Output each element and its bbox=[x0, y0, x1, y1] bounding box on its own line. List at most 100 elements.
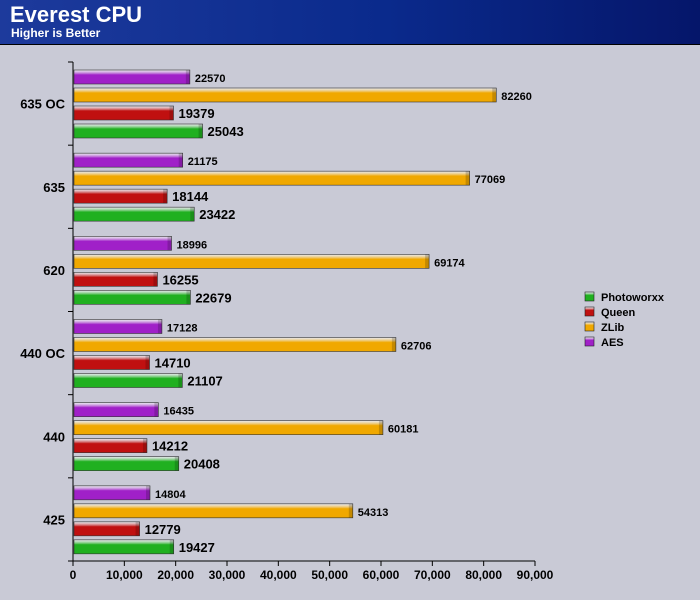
bar-cap-zlib-620 bbox=[425, 254, 430, 269]
bar-cap-photoworxx-635 bbox=[190, 207, 195, 222]
legend-label-photoworxx: Photoworxx bbox=[601, 292, 665, 304]
bar-queen-440-oc bbox=[73, 355, 150, 370]
data-label-photoworxx-425: 19427 bbox=[179, 540, 215, 555]
x-tick-label: 60,000 bbox=[363, 568, 400, 582]
category-label-440: 440 bbox=[43, 429, 65, 444]
bar-cap-photoworxx-635-oc bbox=[198, 124, 203, 138]
x-tick-label: 10,000 bbox=[106, 568, 143, 582]
data-label-photoworxx-635: 23422 bbox=[199, 207, 235, 222]
bar-cap-aes-620 bbox=[167, 236, 172, 251]
data-label-photoworxx-440: 20408 bbox=[184, 457, 220, 472]
bar-photoworxx-635-oc bbox=[73, 123, 203, 139]
data-label-aes-620: 18996 bbox=[177, 239, 208, 251]
bar-cap-zlib-425 bbox=[348, 503, 353, 518]
data-label-aes-635: 21175 bbox=[188, 156, 218, 168]
category-label-635-oc: 635 OC bbox=[20, 97, 65, 112]
data-label-queen-425: 12779 bbox=[145, 522, 181, 537]
category-label-425: 425 bbox=[43, 512, 65, 527]
title-banner: Everest CPU Higher is Better bbox=[0, 0, 700, 45]
bar-queen-635-oc bbox=[73, 105, 174, 121]
category-label-635: 635 bbox=[43, 180, 65, 195]
bar-photoworxx-635 bbox=[73, 206, 195, 222]
legend-label-zlib: ZLib bbox=[601, 322, 624, 334]
data-label-zlib-620: 69174 bbox=[434, 257, 465, 269]
legend-swatch-zlib bbox=[584, 321, 595, 332]
bar-aes-620 bbox=[73, 236, 172, 251]
legend-label-aes: AES bbox=[601, 337, 624, 349]
bar-zlib-620 bbox=[73, 254, 430, 269]
bar-zlib-440 bbox=[73, 420, 384, 435]
bar-cap-queen-440 bbox=[142, 438, 147, 453]
bar-queen-635 bbox=[73, 188, 168, 204]
category-label-620: 620 bbox=[43, 263, 65, 278]
bar-photoworxx-440 bbox=[73, 456, 180, 471]
bar-aes-635-oc bbox=[73, 69, 191, 85]
data-label-aes-425: 14804 bbox=[155, 489, 186, 501]
bar-cap-queen-440-oc bbox=[145, 355, 150, 370]
bar-queen-620 bbox=[73, 272, 158, 287]
x-tick-label: 70,000 bbox=[414, 568, 451, 582]
legend-swatch-aes bbox=[584, 336, 595, 347]
bar-cap-aes-635 bbox=[178, 153, 183, 168]
data-label-aes-440: 16435 bbox=[163, 406, 194, 418]
bar-cap-aes-440 bbox=[154, 402, 159, 417]
x-tick-label: 80,000 bbox=[465, 568, 502, 582]
data-label-queen-440: 14212 bbox=[152, 439, 188, 454]
data-label-photoworxx-635-oc: 25043 bbox=[208, 124, 244, 139]
legend-swatch-photoworxx bbox=[584, 291, 595, 302]
x-tick-label: 40,000 bbox=[260, 568, 297, 582]
bar-cap-zlib-440 bbox=[378, 420, 383, 435]
data-label-zlib-425: 54313 bbox=[358, 507, 389, 519]
bar-cap-zlib-635 bbox=[465, 171, 470, 186]
bar-aes-425 bbox=[73, 485, 151, 501]
data-label-queen-620: 16255 bbox=[162, 272, 198, 287]
bar-cap-zlib-635-oc bbox=[492, 88, 497, 102]
bar-cap-queen-620 bbox=[153, 272, 158, 287]
data-label-photoworxx-440-oc: 21107 bbox=[187, 374, 222, 389]
bar-cap-zlib-440-oc bbox=[391, 337, 396, 352]
data-label-zlib-440-oc: 62706 bbox=[401, 341, 432, 353]
chart-subtitle: Higher is Better bbox=[11, 26, 101, 40]
legend-label-queen: Queen bbox=[601, 307, 636, 319]
legend-swatch-queen bbox=[584, 306, 595, 317]
bar-cap-queen-635-oc bbox=[169, 106, 174, 120]
x-tick-label: 20,000 bbox=[157, 568, 194, 582]
bar-queen-440 bbox=[73, 438, 148, 453]
category-label-440-oc: 440 OC bbox=[20, 346, 65, 361]
bar-zlib-425 bbox=[73, 503, 354, 519]
x-tick-label: 0 bbox=[70, 568, 77, 582]
bar-cap-photoworxx-620 bbox=[186, 290, 191, 305]
data-label-aes-635-oc: 22570 bbox=[195, 73, 226, 85]
bar-cap-aes-425 bbox=[145, 485, 150, 500]
data-label-queen-440-oc: 14710 bbox=[155, 356, 191, 371]
bar-cap-photoworxx-440-oc bbox=[178, 373, 183, 388]
bar-zlib-635 bbox=[73, 170, 470, 186]
bar-queen-425 bbox=[73, 521, 140, 537]
bar-zlib-440-oc bbox=[73, 337, 397, 352]
data-label-aes-440-oc: 17128 bbox=[167, 323, 198, 335]
bar-photoworxx-425 bbox=[73, 539, 175, 555]
bar-cap-photoworxx-440 bbox=[174, 456, 179, 471]
data-label-zlib-440: 60181 bbox=[388, 424, 419, 436]
bar-aes-440 bbox=[73, 402, 159, 417]
bar-cap-queen-635 bbox=[163, 189, 168, 204]
data-label-photoworxx-620: 22679 bbox=[195, 290, 231, 305]
bar-cap-queen-425 bbox=[135, 521, 140, 536]
chart-title: Everest CPU bbox=[10, 2, 143, 27]
bar-cap-aes-440-oc bbox=[157, 319, 162, 334]
data-label-zlib-635-oc: 82260 bbox=[501, 91, 532, 103]
x-tick-label: 90,000 bbox=[517, 568, 554, 582]
bar-aes-635 bbox=[73, 152, 183, 168]
bar-cap-photoworxx-425 bbox=[169, 539, 174, 554]
bar-zlib-635-oc bbox=[73, 87, 497, 103]
data-label-queen-635-oc: 19379 bbox=[178, 106, 214, 121]
data-label-queen-635: 18144 bbox=[172, 189, 209, 204]
bar-photoworxx-620 bbox=[73, 290, 191, 305]
x-tick-label: 30,000 bbox=[209, 568, 246, 582]
bar-photoworxx-440-oc bbox=[73, 373, 183, 388]
data-label-zlib-635: 77069 bbox=[475, 174, 506, 186]
bar-aes-440-oc bbox=[73, 319, 163, 334]
bar-cap-aes-635-oc bbox=[185, 70, 190, 84]
